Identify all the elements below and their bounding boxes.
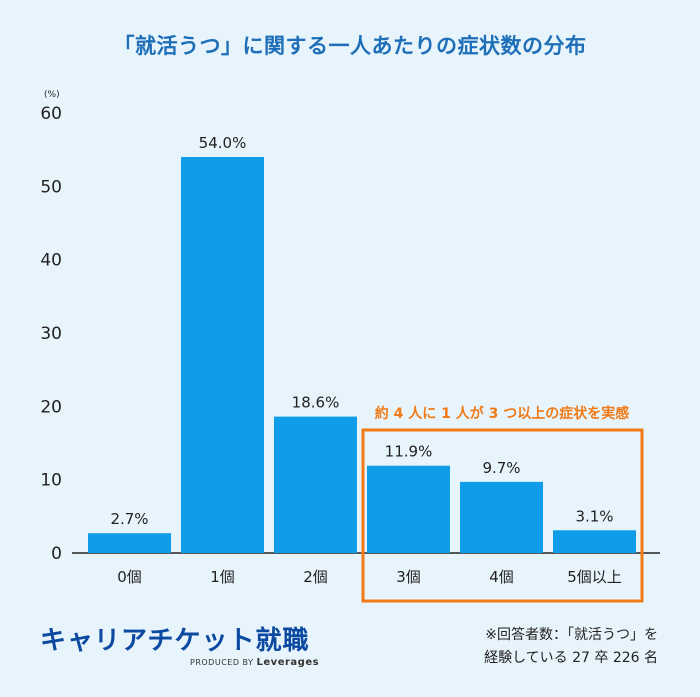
y-tick-label: 30 (40, 324, 62, 344)
y-tick-label: 60 (40, 104, 62, 124)
y-tick-label: 0 (51, 544, 62, 564)
data-label-1: 54.0% (199, 134, 247, 152)
respondent-note: ※回答者数：「就活うつ」を 経験している 27 卒 226 名 (484, 624, 658, 670)
x-tick-label-4: 4個 (489, 568, 514, 586)
produced-by-text: PRODUCED BY (190, 658, 254, 667)
x-tick-label-0: 0個 (117, 568, 142, 586)
callout-box (361, 428, 644, 603)
x-tick-label-2: 2個 (303, 568, 328, 586)
note-line-1: ※回答者数：「就活うつ」を (485, 627, 658, 643)
bar-5 (553, 530, 636, 553)
callout-text: 約 4 人に 1 人が 3 つ以上の症状を実感 (375, 405, 629, 422)
bars (88, 157, 636, 553)
x-ticks: 0個 1個 2個 3個 4個 5個以上 (117, 568, 622, 586)
x-tick-label-3: 3個 (396, 568, 421, 586)
y-axis-unit: (%) (44, 90, 60, 100)
data-label-3: 11.9% (385, 443, 433, 461)
y-tick-label: 50 (40, 177, 62, 197)
brand-produced-by: PRODUCED BY Leverages (190, 657, 319, 668)
bar-4 (460, 481, 543, 553)
y-tick-label: 10 (40, 471, 62, 491)
bar-1 (181, 157, 264, 553)
data-label-4: 9.7% (482, 459, 520, 477)
data-label-2: 18.6% (292, 394, 340, 412)
y-ticks: 0 10 20 30 40 50 60 (40, 104, 62, 564)
bar-2 (274, 416, 357, 553)
y-tick-label: 40 (40, 251, 62, 271)
data-label-5: 3.1% (575, 507, 613, 525)
x-tick-label-1: 1個 (210, 568, 235, 586)
note-line-2: 経験している 27 卒 226 名 (484, 650, 658, 666)
brand-logo: キャリアチケット就職 (40, 626, 310, 656)
company-name: Leverages (256, 657, 320, 668)
bar-3 (367, 465, 450, 553)
chart-title: 「就活うつ」に関する一人あたりの症状数の分布 (113, 34, 587, 58)
bar-0 (88, 533, 171, 553)
y-tick-label: 20 (40, 397, 62, 417)
data-label-0: 2.7% (110, 510, 148, 528)
data-labels: 2.7% 54.0% 18.6% 11.9% 9.7% 3.1% (110, 134, 613, 528)
x-tick-label-5: 5個以上 (567, 568, 622, 586)
